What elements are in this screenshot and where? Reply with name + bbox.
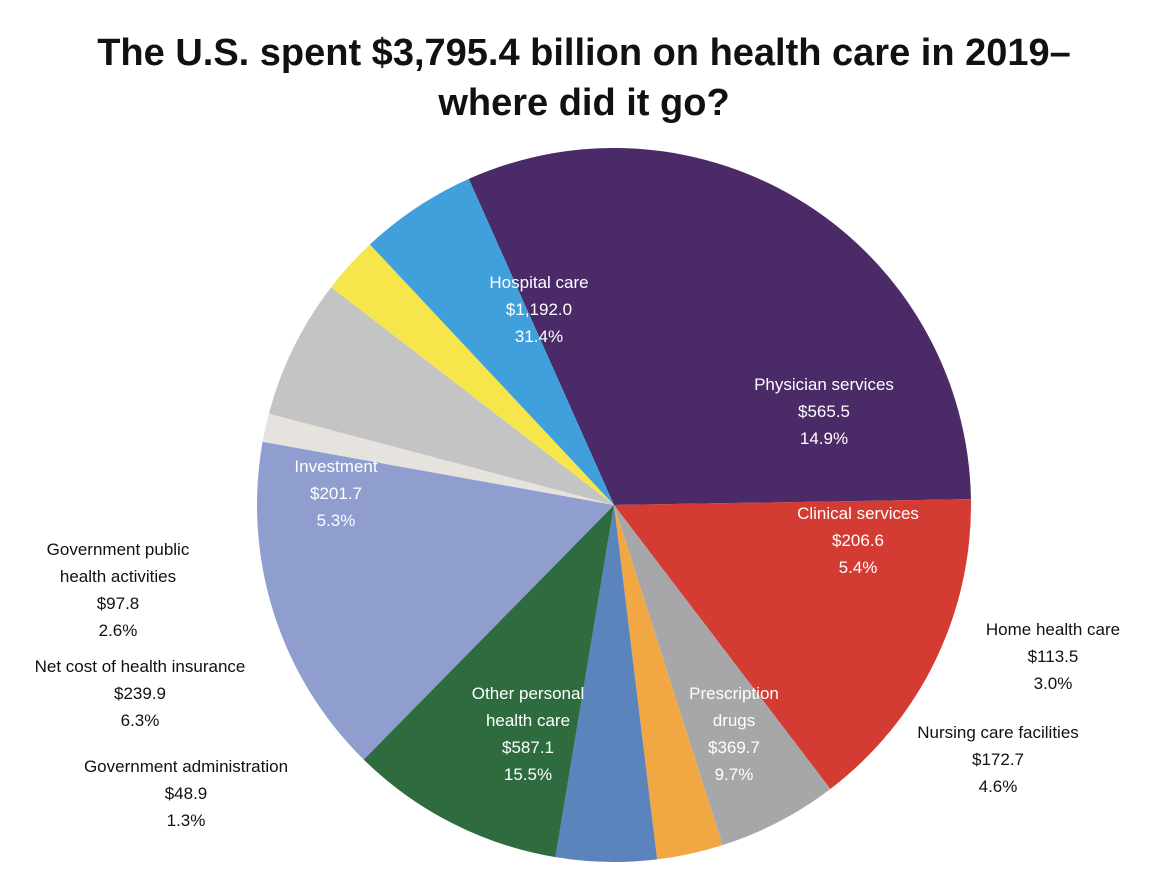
pie-slice-government-administration [262,413,614,505]
pie-slices [256,147,971,863]
slice-name: Government administration [84,757,288,776]
pie-slice-investment [369,178,614,506]
slice-percent: 3.0% [1034,674,1073,693]
slice-label-other-personal-health-care: Other personal health care $587.1 15.5% [472,684,584,784]
slice-label-net-cost-of-health-insurance: Net cost of health insurance $239.9 6.3% [35,657,246,730]
slice-value: $206.6 [832,531,884,550]
slice-name: Other personal [472,684,584,703]
pie-slice-government-public-health-activities [331,244,614,505]
slice-name: Physician services [754,375,894,394]
slice-percent: 4.6% [979,777,1018,796]
slice-value: $48.9 [165,784,208,803]
slice-value: $565.5 [798,402,850,421]
slice-label-home-health-care: Home health care $113.5 3.0% [986,620,1120,693]
slice-value: $172.7 [972,750,1024,769]
pie-slice-nursing-care-facilities [555,505,658,863]
slice-name: Government public [47,540,190,559]
slice-value: $113.5 [1028,647,1079,666]
slice-name: Home health care [986,620,1120,639]
slice-percent: 6.3% [121,711,160,730]
slice-label-government-administration: Government administration $48.9 1.3% [84,757,288,830]
slice-percent: 15.5% [504,765,552,784]
slice-percent: 2.6% [99,621,138,640]
slice-percent: 14.9% [800,429,848,448]
slice-name: Investment [294,457,377,476]
slice-name: Clinical services [797,504,919,523]
pie-slice-net-cost-of-health-insurance [268,287,614,505]
slice-name: Nursing care facilities [917,723,1079,742]
slice-label-clinical-services: Clinical services $206.6 5.4% [797,504,919,577]
slice-value: $97.8 [97,594,140,613]
title-line-1: The U.S. spent $3,795.4 billion on healt… [97,32,1071,74]
slice-value: $587.1 [502,738,554,757]
slice-name: Prescription [689,684,779,703]
slice-name: Net cost of health insurance [35,657,246,676]
slice-name: health care [486,711,570,730]
title-line-2: where did it go? [438,82,730,124]
slice-name: health activities [60,567,176,586]
slice-percent: 31.4% [515,327,563,346]
slice-label-investment: Investment $201.7 5.3% [294,457,377,530]
pie-slice-clinical-services [614,505,831,846]
slice-percent: 9.7% [715,765,754,784]
slice-label-nursing-care-facilities: Nursing care facilities $172.7 4.6% [917,723,1079,796]
slice-percent: 5.4% [839,558,878,577]
slice-label-hospital-care: Hospital care $1,192.0 31.4% [489,273,588,346]
pie-slice-prescription-drugs [363,505,614,858]
pie-slice-physician-services [614,499,971,789]
chart-title: The U.S. spent $3,795.4 billion on healt… [0,28,1168,128]
slice-label-government-public-health-activities: Government public health activities $97.8 2… [47,540,190,640]
slice-value: $369.7 [708,738,760,757]
slice-value: $239.9 [114,684,166,703]
slice-percent: 5.3% [317,511,356,530]
slice-value: $1,192.0 [506,300,572,319]
slice-label-physician-services: Physician services $565.5 14.9% [754,375,894,448]
slice-value: $201.7 [310,484,362,503]
pie-slice-hospital-care [468,147,971,505]
slice-label-prescription-drugs: Prescription drugs $369.7 9.7% [689,684,779,784]
slice-name: drugs [713,711,756,730]
slice-name: Hospital care [489,273,588,292]
slice-percent: 1.3% [167,811,206,830]
pie-slice-home-health-care [614,505,723,860]
pie-slice-other-personal-health-care [256,441,614,760]
pie-labels: Hospital care $1,192.0 31.4% Physician serv… [35,273,1120,830]
